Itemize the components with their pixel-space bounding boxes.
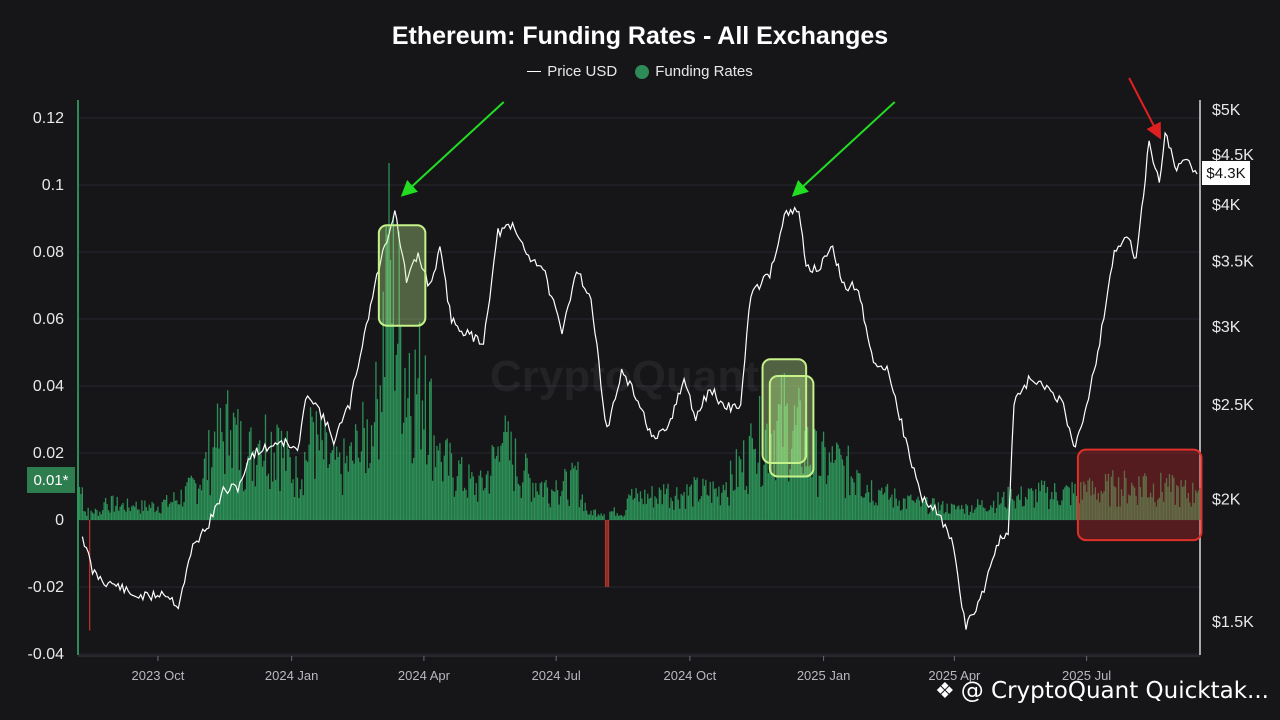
x-tick-label: 2024 Jul [532,668,581,683]
legend-label-funding: Funding Rates [655,63,753,80]
annotation-arrow-green [791,101,896,197]
chart-title: Ethereum: Funding Rates - All Exchanges [391,22,889,50]
x-tick-label: 2023 Oct [132,668,185,683]
legend-item-funding[interactable]: Funding Rates [635,63,753,80]
highlight-box-green [761,358,808,465]
x-tick-label: 2024 Oct [663,668,716,683]
y-left-tick-label: 0.06 [33,311,64,328]
x-tick-label: 2025 Jan [797,668,851,683]
y-right-tick-label: $5K [1212,102,1241,119]
y-right-tick-label: $1.5K [1212,614,1254,631]
legend-label-price: Price USD [547,63,618,80]
y-left-tick-label: 0.04 [33,378,64,395]
watermark-handle: @ CryptoQuant Quicktak... [960,678,1269,704]
background-logo-watermark: CryptoQuant [490,352,759,401]
current-funding-rate-label: 0.01* [27,467,75,493]
y-left-tick-label: 0.08 [33,244,64,261]
legend-line-icon [527,71,542,72]
highlight-box-green [377,224,427,327]
price-line [81,131,1198,630]
x-tick-label: 2025 Apr [928,668,981,683]
y-right-tick-label: $3K [1212,319,1241,336]
y-left-tick-label: 0.12 [33,110,64,127]
annotation-arrow-green [400,101,505,197]
author-watermark: ❖ @ CryptoQuant Quicktak... [935,678,1269,704]
y-right-tick-label: $4K [1212,197,1241,214]
y-left-tick-label: 0.1 [42,177,64,194]
y-left-tick-label: 0.02 [33,445,64,462]
y-right-tick-label: $2.5K [1212,397,1254,414]
x-tick-label: 2024 Apr [398,668,451,683]
annotation-arrow-red [1128,77,1161,140]
highlight-box-green [768,374,815,478]
legend-dot-icon [635,64,650,79]
highlight-box-red [1076,448,1203,542]
x-tick-label: 2024 Jan [265,668,319,683]
chart-legend: Price USD Funding Rates [0,63,1280,80]
y-right-tick-label: $3.5K [1212,254,1254,271]
y-left-tick-label: -0.02 [28,579,65,596]
current-price-label: $4.3K [1202,161,1250,185]
y-left-tick-label: 0 [55,512,64,529]
y-left-tick-label: -0.04 [28,646,65,663]
x-tick-label: 2025 Jul [1062,668,1111,683]
y-right-tick-label: $2K [1212,492,1241,509]
y-right-tick-label: $4.5K [1212,147,1254,164]
binance-diamond-icon: ❖ [935,678,955,704]
legend-item-price[interactable]: Price USD [527,63,617,80]
